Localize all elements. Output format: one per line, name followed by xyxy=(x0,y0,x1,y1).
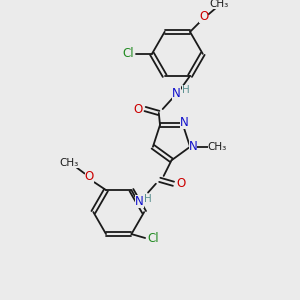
Text: N: N xyxy=(189,140,197,153)
Text: N: N xyxy=(172,87,181,100)
Text: Cl: Cl xyxy=(147,232,159,245)
Text: O: O xyxy=(177,177,186,190)
Text: H: H xyxy=(182,85,190,95)
Text: O: O xyxy=(134,103,143,116)
Text: O: O xyxy=(85,170,94,183)
Text: CH₃: CH₃ xyxy=(210,0,229,10)
Text: O: O xyxy=(199,10,208,23)
Text: CH₃: CH₃ xyxy=(59,158,79,168)
Text: N: N xyxy=(180,116,188,128)
Text: H: H xyxy=(144,194,152,204)
Text: CH₃: CH₃ xyxy=(208,142,227,152)
Text: Cl: Cl xyxy=(123,47,134,60)
Text: N: N xyxy=(135,195,144,208)
